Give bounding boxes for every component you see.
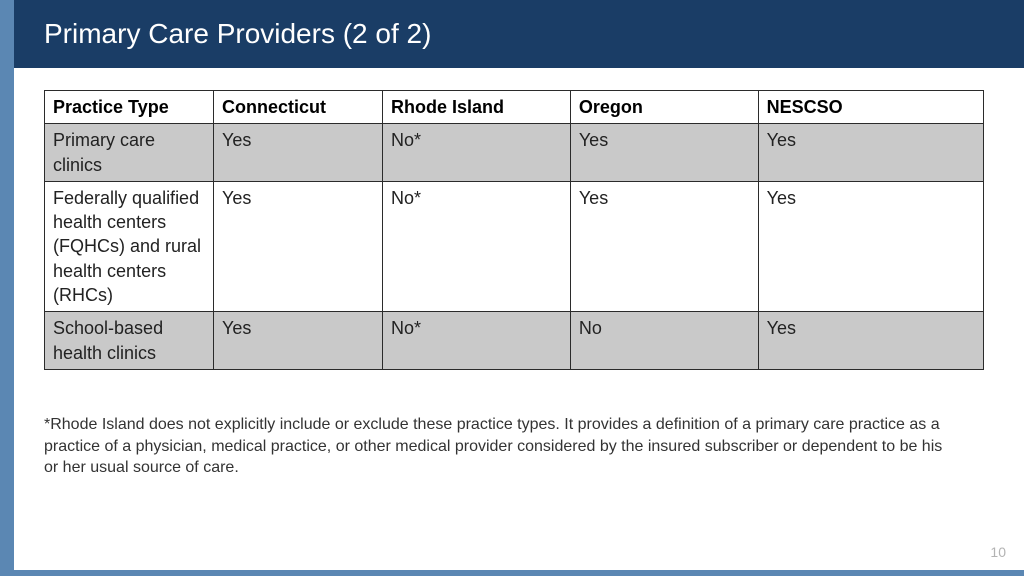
cell-value: Yes — [758, 312, 983, 370]
slide-content: Practice Type Connecticut Rhode Island O… — [14, 68, 1024, 479]
cell-value: Yes — [214, 312, 383, 370]
slide-title: Primary Care Providers (2 of 2) — [14, 0, 1024, 68]
col-header-oregon: Oregon — [570, 91, 758, 124]
cell-value: Yes — [758, 181, 983, 311]
table-row: School-based health clinics Yes No* No Y… — [45, 312, 984, 370]
table-row: Federally qualified health centers (FQHC… — [45, 181, 984, 311]
cell-practice-type: School-based health clinics — [45, 312, 214, 370]
slide: Primary Care Providers (2 of 2) Practice… — [0, 0, 1024, 576]
footnote-text: *Rhode Island does not explicitly includ… — [44, 414, 984, 479]
table-row: Primary care clinics Yes No* Yes Yes — [45, 124, 984, 182]
providers-table: Practice Type Connecticut Rhode Island O… — [44, 90, 984, 370]
cell-value: Yes — [214, 124, 383, 182]
cell-value: Yes — [570, 124, 758, 182]
cell-value: Yes — [570, 181, 758, 311]
col-header-connecticut: Connecticut — [214, 91, 383, 124]
cell-practice-type: Primary care clinics — [45, 124, 214, 182]
table-header-row: Practice Type Connecticut Rhode Island O… — [45, 91, 984, 124]
cell-value: No — [570, 312, 758, 370]
col-header-practice-type: Practice Type — [45, 91, 214, 124]
col-header-nescso: NESCSO — [758, 91, 983, 124]
page-number: 10 — [990, 544, 1006, 560]
col-header-rhode-island: Rhode Island — [383, 91, 571, 124]
cell-value: Yes — [214, 181, 383, 311]
cell-value: No* — [383, 124, 571, 182]
cell-value: No* — [383, 181, 571, 311]
cell-value: Yes — [758, 124, 983, 182]
cell-value: No* — [383, 312, 571, 370]
cell-practice-type: Federally qualified health centers (FQHC… — [45, 181, 214, 311]
